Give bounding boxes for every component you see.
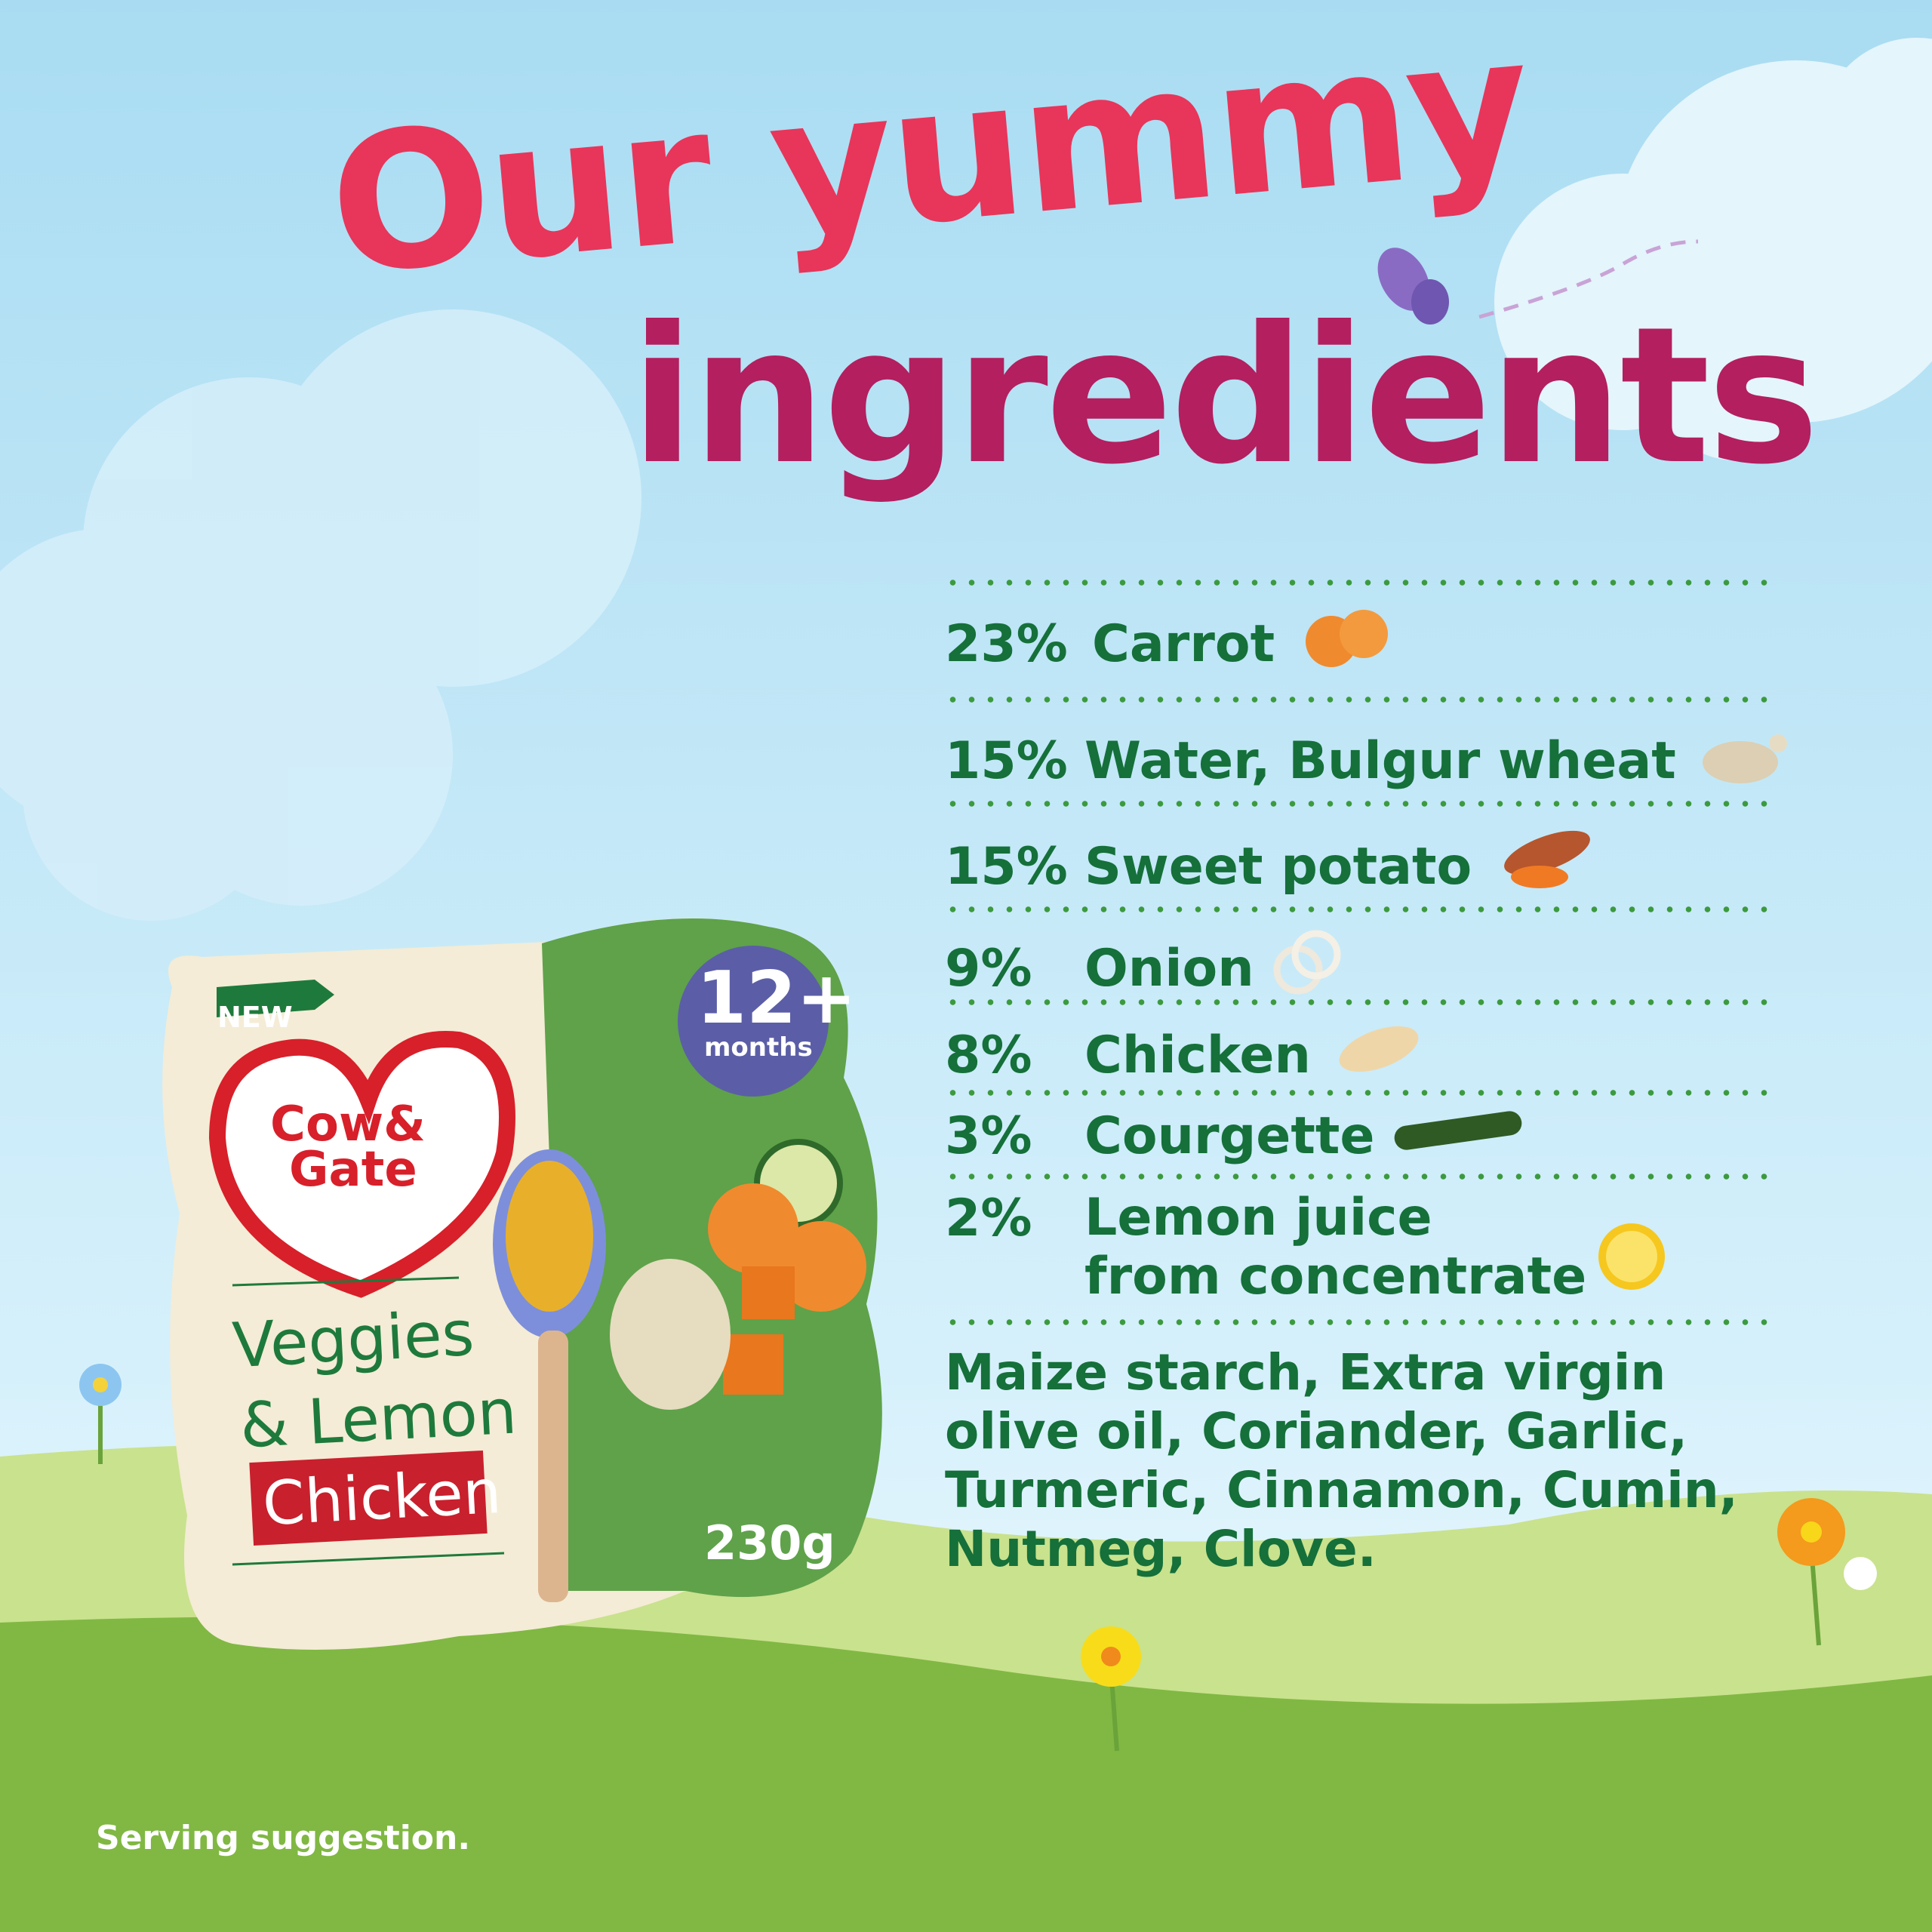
butterfly-icon [1377, 248, 1449, 325]
ingredient-row: 23% Carrot [945, 604, 1395, 685]
dotted-divider [943, 580, 1770, 586]
sweet-potato-icon [1494, 823, 1600, 911]
ingredient-row: 8% Chicken [945, 1015, 1424, 1096]
brand-logo-line2: Gate [289, 1142, 417, 1198]
chicken-piece-icon [1334, 1015, 1424, 1096]
age-badge: 12+ [697, 957, 857, 1040]
ingredient-percent: 15% [945, 731, 1068, 791]
pack-shape [162, 918, 882, 1650]
dotted-divider [943, 1319, 1770, 1325]
ingredient-name: Chicken [1084, 1026, 1311, 1085]
product-name-line1: Veggies [230, 1297, 476, 1383]
product-name-line3: Chicken [260, 1456, 503, 1540]
serving-suggestion-note: Serving suggestion. [96, 1819, 471, 1857]
near-hill [0, 1617, 1932, 1932]
age-unit: months [704, 1032, 813, 1063]
ingredient-row: 3% Courgette [945, 1103, 1534, 1169]
ingredient-percent: 23% [945, 614, 1068, 674]
ingredient-name: Lemon juice [1084, 1188, 1432, 1247]
cloud-right [1494, 38, 1932, 460]
title-line-2: ingredients [630, 286, 1820, 506]
onion-rings-icon [1269, 924, 1345, 1013]
ingredient-name: Water, Bulgur wheat [1084, 731, 1676, 791]
ingredient-percent: 15% [945, 837, 1068, 897]
dotted-divider [943, 906, 1770, 912]
dotted-divider [943, 999, 1770, 1005]
pack-weight: 230g [704, 1515, 835, 1571]
dotted-divider [943, 697, 1770, 703]
cloud-left [0, 309, 641, 921]
ingredient-row: 9% Onion [945, 924, 1345, 1013]
ingredient-row: 2% Lemon juice from concentrate [945, 1189, 1669, 1307]
ingredient-name: Sweet potato [1084, 837, 1472, 897]
product-name-line2: & Lemon [238, 1376, 518, 1463]
ingredient-percent: 2% [945, 1189, 1032, 1248]
ingredient-name: Carrot [1092, 614, 1275, 674]
ingredient-name: Onion [1084, 939, 1254, 998]
ingredient-percent: 9% [945, 939, 1032, 998]
dotted-divider [943, 1174, 1770, 1180]
ingredient-row: 15% Water, Bulgur wheat [945, 721, 1797, 801]
dotted-divider [943, 801, 1770, 807]
other-ingredients: Maize starch, Extra virgin olive oil, Co… [945, 1343, 1738, 1578]
carrot-slices-icon [1297, 604, 1395, 685]
butterfly-trail [1478, 239, 1699, 319]
flower-orange-icon [1777, 1498, 1877, 1646]
ingredient-percent: 3% [945, 1106, 1032, 1166]
ingredient-name-line2: from concentrate [1084, 1247, 1587, 1306]
flower-yellow-icon [1081, 1626, 1141, 1752]
dotted-divider [943, 1090, 1770, 1096]
ingredient-row: 15% Sweet potato [945, 823, 1600, 911]
brand-logo-line1: Cow& [270, 1097, 426, 1152]
flower-blue-icon [79, 1364, 122, 1464]
bulgur-wheat-icon [1699, 721, 1797, 801]
new-badge: NEW [217, 1001, 293, 1034]
ingredient-name: Courgette [1084, 1106, 1375, 1166]
lemon-slice-icon [1594, 1219, 1669, 1307]
courgette-icon [1390, 1103, 1534, 1169]
ingredient-percent: 8% [945, 1026, 1032, 1085]
product-pack: NEW Cow& Gate 12+ months Veggies & Lemon… [142, 912, 900, 1659]
